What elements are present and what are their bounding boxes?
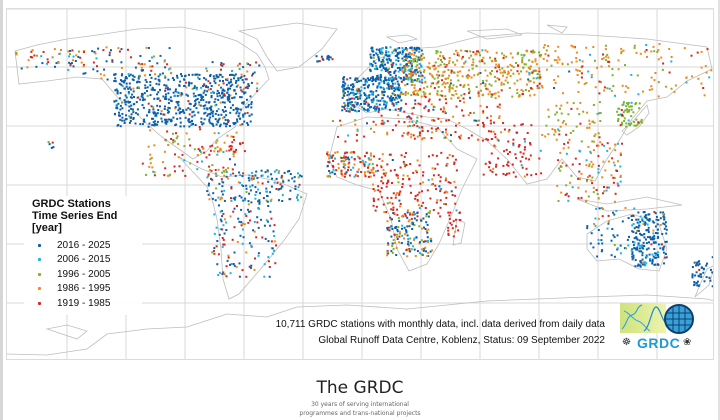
legend-marker-icon bbox=[38, 243, 41, 247]
legend-label: 2006 - 2015 bbox=[57, 254, 111, 266]
footer-subtitle-line1: 30 years of serving international bbox=[311, 401, 409, 408]
legend-title-line2: Time Series End [year] bbox=[32, 210, 118, 234]
legend-label: 1996 - 2005 bbox=[57, 268, 111, 280]
grdc-logo: ☸ GRDC ❀ bbox=[620, 303, 710, 351]
legend-item-2006-2015: 2006 - 2015 bbox=[24, 253, 142, 268]
legend-label: 2016 - 2025 bbox=[57, 239, 111, 251]
legend-item-1919-1985: 1919 - 1985 bbox=[24, 296, 142, 311]
grdc-logo-text: GRDC bbox=[637, 335, 681, 351]
map-canvas bbox=[7, 9, 713, 359]
globe-icon bbox=[664, 304, 694, 334]
footer-subtitle-line2: programmes and trans-national projects bbox=[299, 410, 421, 417]
river-lines-icon bbox=[621, 304, 667, 332]
legend-marker-icon bbox=[38, 272, 41, 276]
legend-marker-icon bbox=[38, 287, 41, 291]
wmo-emblem-icon: ☸ bbox=[622, 337, 631, 348]
legend-title-line1: GRDC Stations bbox=[32, 198, 111, 210]
source-status-caption: Global Runoff Data Centre, Koblenz, Stat… bbox=[318, 335, 605, 346]
globe-grid-icon bbox=[666, 306, 692, 332]
legend-marker-icon bbox=[38, 258, 41, 262]
legend-item-1996-2005: 1996 - 2005 bbox=[24, 267, 142, 282]
legend-marker-icon bbox=[38, 301, 41, 305]
german-eagle-emblem-icon: ❀ bbox=[683, 337, 692, 348]
legend-label: 1919 - 1985 bbox=[57, 297, 111, 309]
station-count-caption: 10,711 GRDC stations with monthly data, … bbox=[275, 319, 605, 330]
page-left-edge bbox=[0, 0, 3, 420]
legend-item-1986-1995: 1986 - 1995 bbox=[24, 282, 142, 297]
legend-item-2016-2025: 2016 - 2025 bbox=[24, 238, 142, 253]
river-graphic-icon bbox=[620, 303, 667, 333]
legend-label: 1986 - 1995 bbox=[57, 283, 111, 295]
page-right-edge bbox=[718, 0, 720, 420]
footer-title: The GRDC bbox=[316, 378, 404, 398]
legend: GRDC Stations Time Series End [year] 201… bbox=[24, 196, 142, 315]
station-markers bbox=[15, 43, 713, 288]
